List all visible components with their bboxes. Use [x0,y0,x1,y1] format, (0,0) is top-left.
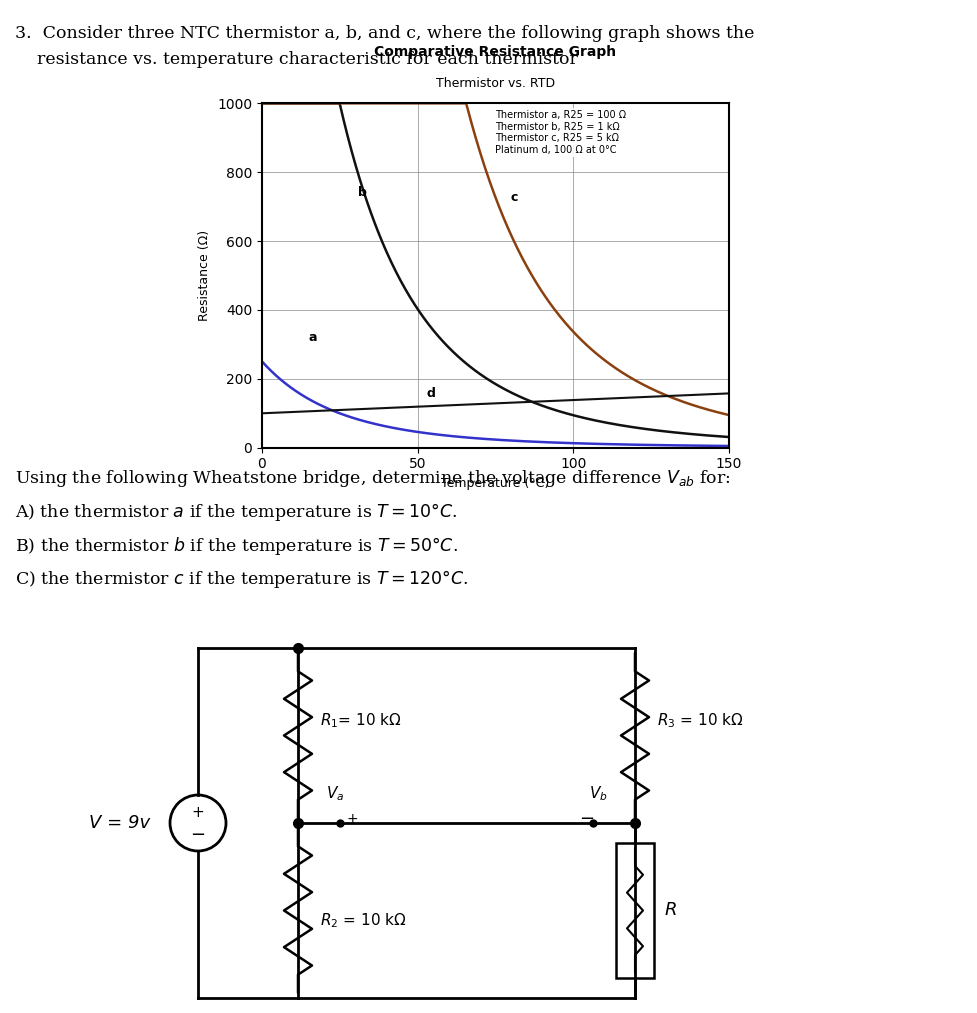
Text: c: c [511,191,518,205]
Text: Using the following Wheatstone bridge, determine the voltage difference $V_{ab}$: Using the following Wheatstone bridge, d… [15,468,731,489]
Y-axis label: Resistance (Ω): Resistance (Ω) [198,230,211,321]
Text: 3.  Consider three NTC thermistor a, b, and c, where the following graph shows t: 3. Consider three NTC thermistor a, b, a… [15,25,754,43]
Text: +: + [191,805,204,821]
Text: Thermistor vs. RTD: Thermistor vs. RTD [436,77,555,89]
Text: a: a [309,331,318,344]
Text: $R$: $R$ [664,902,677,920]
Text: +: + [346,812,358,826]
Text: B) the thermistor $b$ if the temperature is $T = 50°C$.: B) the thermistor $b$ if the temperature… [15,535,457,557]
Text: $R_3$ = 10 k$\Omega$: $R_3$ = 10 k$\Omega$ [657,711,743,729]
Bar [616,843,654,978]
Text: −: − [191,826,205,844]
Text: Thermistor a, R25 = 100 Ω
Thermistor b, R25 = 1 kΩ
Thermistor c, R25 = 5 kΩ
Plat: Thermistor a, R25 = 100 Ω Thermistor b, … [495,110,626,155]
Text: $V_b$: $V_b$ [589,784,608,803]
Text: −: − [579,810,594,828]
Text: $V_a$: $V_a$ [326,784,344,803]
Text: d: d [427,387,436,400]
Text: V = 9v: V = 9v [90,814,150,832]
Text: resistance vs. temperature characteristic for each thermistor: resistance vs. temperature characteristi… [15,51,577,68]
Text: b: b [359,186,367,200]
Text: A) the thermistor $a$ if the temperature is $T = 10°C$.: A) the thermistor $a$ if the temperature… [15,501,457,524]
Text: C) the thermistor $c$ if the temperature is $T = 120°C$.: C) the thermistor $c$ if the temperature… [15,568,468,591]
X-axis label: Temperature (°C): Temperature (°C) [442,477,549,490]
Text: $R_1$= 10 k$\Omega$: $R_1$= 10 k$\Omega$ [320,711,402,729]
Text: Comparative Resistance Graph: Comparative Resistance Graph [374,45,616,59]
Text: $R_2$ = 10 k$\Omega$: $R_2$ = 10 k$\Omega$ [320,911,406,930]
